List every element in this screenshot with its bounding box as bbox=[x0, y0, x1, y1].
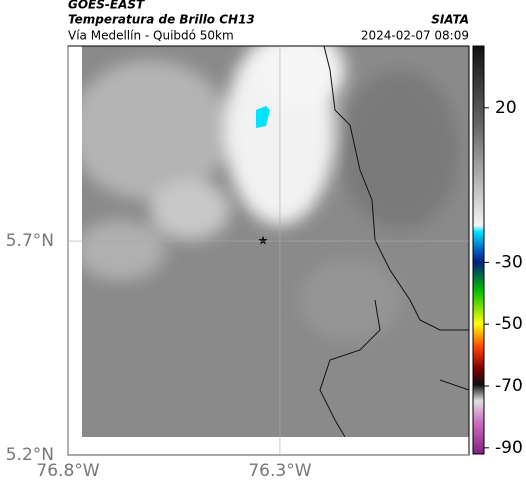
imagery bbox=[82, 46, 469, 437]
y-tick-label: 5.7°N bbox=[6, 231, 54, 251]
source: GOES-EAST bbox=[68, 0, 145, 12]
colorbar-tick-label: -90 bbox=[495, 438, 523, 458]
colorbar-tick-label: -30 bbox=[495, 252, 523, 272]
colorbar bbox=[472, 45, 485, 455]
product: Temperatura de Brillo CH13 bbox=[68, 13, 255, 27]
route: Vía Medellín - Quibdó 50km bbox=[68, 29, 234, 43]
x-tick-label: 76.8°W bbox=[36, 461, 99, 481]
y-tick-label: 5.2°N bbox=[6, 445, 54, 465]
colorbar-tick-label: -70 bbox=[495, 376, 523, 396]
x-tick-label: 76.3°W bbox=[248, 461, 311, 481]
site-marker: ★ bbox=[258, 234, 269, 248]
colorbar-tick-label: -50 bbox=[495, 314, 523, 334]
time: 2024-02-07 08:09 bbox=[361, 29, 469, 43]
colorbar-tick-label: 20 bbox=[495, 98, 517, 118]
org: SIATA bbox=[431, 13, 469, 27]
